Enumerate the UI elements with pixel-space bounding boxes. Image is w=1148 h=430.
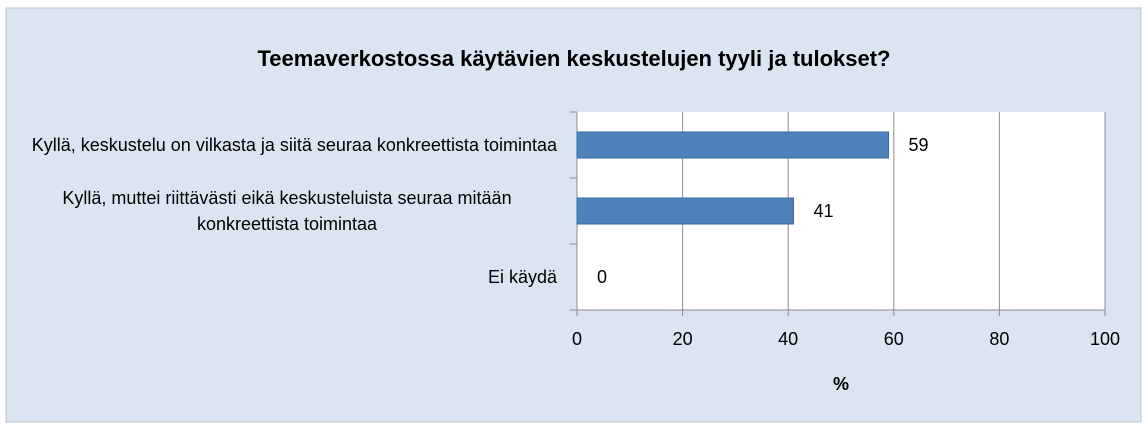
value-label: 59 (909, 135, 929, 155)
x-tick-label: 80 (989, 329, 1009, 349)
category-label-box: Ei käydä (17, 264, 557, 290)
category-label-box: Kyllä, muttei riittävästi eikä keskustel… (17, 185, 557, 237)
value-label: 41 (813, 201, 833, 221)
category-label-box: Kyllä, keskustelu on vilkasta ja siitä s… (17, 132, 557, 158)
bar (576, 197, 794, 225)
y-tick-label: Kyllä, muttei riittävästi eikä keskustel… (62, 188, 512, 234)
value-label: 0 (597, 267, 607, 287)
x-tick-label: 40 (778, 329, 798, 349)
y-tick-label: Ei käydä (487, 267, 557, 287)
x-tick-label: 20 (673, 329, 693, 349)
x-axis-title: % (833, 374, 849, 394)
y-tick-label: Kyllä, keskustelu on vilkasta ja siitä s… (31, 135, 557, 155)
bar (576, 131, 890, 159)
x-tick-label: 100 (1090, 329, 1120, 349)
chart-title: Teemaverkostossa käytävien keskustelujen… (257, 46, 890, 71)
x-tick-label: 60 (884, 329, 904, 349)
x-tick-label: 0 (572, 329, 582, 349)
